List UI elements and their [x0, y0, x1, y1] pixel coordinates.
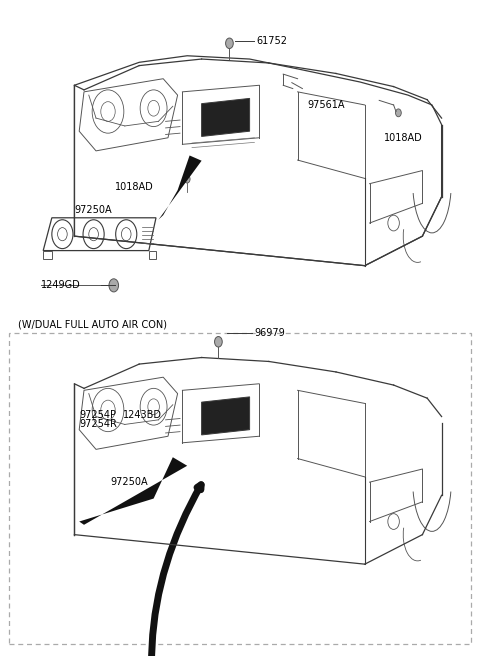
Text: 1249GD: 1249GD [41, 280, 81, 291]
Text: (W/DUAL FULL AUTO AIR CON): (W/DUAL FULL AUTO AIR CON) [18, 319, 167, 329]
Text: 97250A: 97250A [110, 477, 148, 487]
Circle shape [396, 109, 401, 117]
Text: 1018AD: 1018AD [384, 133, 423, 143]
Text: 96979: 96979 [254, 328, 285, 338]
Text: 97254P: 97254P [79, 409, 116, 420]
FancyArrowPatch shape [152, 485, 201, 656]
Text: 61752: 61752 [257, 35, 288, 46]
Text: 1243BD: 1243BD [123, 409, 162, 420]
Text: 97561A: 97561A [307, 100, 345, 110]
Circle shape [215, 337, 222, 347]
Polygon shape [79, 457, 187, 525]
Polygon shape [202, 98, 250, 136]
Circle shape [109, 279, 119, 292]
Circle shape [184, 175, 190, 183]
Text: 97254R: 97254R [79, 419, 117, 430]
Circle shape [226, 38, 233, 49]
FancyBboxPatch shape [9, 333, 471, 644]
Polygon shape [202, 397, 250, 435]
Polygon shape [158, 155, 202, 220]
Text: 97250A: 97250A [74, 205, 112, 215]
Text: 1018AD: 1018AD [115, 182, 154, 192]
